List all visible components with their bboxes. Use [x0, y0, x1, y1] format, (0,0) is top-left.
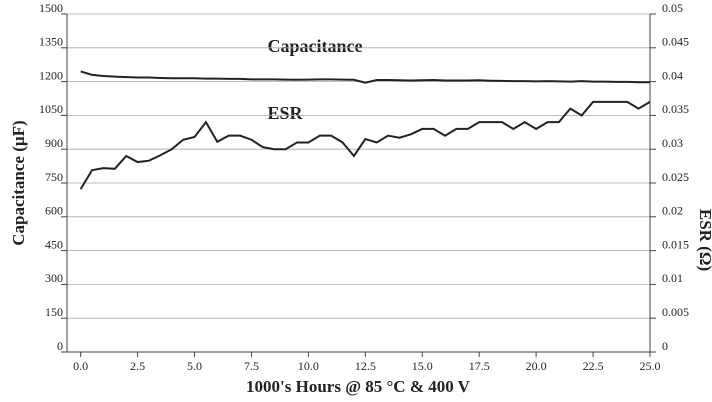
x-tick-label: 20.0: [526, 359, 547, 373]
x-tick-label: 17.5: [469, 359, 490, 373]
y2-tick-label: 0.02: [662, 204, 683, 218]
y-tick-label: 750: [45, 170, 63, 184]
y-tick-label: 1200: [39, 68, 63, 82]
y2-tick-label: 0.035: [662, 102, 689, 116]
x-tick-label: 5.0: [187, 359, 202, 373]
y-tick-label: 1350: [39, 35, 63, 49]
y-tick-label: 150: [45, 305, 63, 319]
y-tick-label: 450: [45, 237, 63, 251]
x-tick-label: 15.0: [412, 359, 433, 373]
y2-axis-label: ESR (Ω): [696, 209, 712, 271]
y2-tick-label: 0.005: [662, 305, 689, 319]
y2-tick-label: 0.03: [662, 136, 683, 150]
y2-tick-label: 0: [662, 339, 668, 353]
y2-tick-label: 0.01: [662, 271, 683, 285]
y-tick-label: 1500: [39, 1, 63, 15]
x-tick-label: 22.5: [583, 359, 604, 373]
y2-tick-label: 0.025: [662, 170, 689, 184]
x-tick-label: 2.5: [130, 359, 145, 373]
x-axis-label: 1000's Hours @ 85 °C & 400 V: [246, 377, 471, 396]
x-tick-label: 0.0: [73, 359, 88, 373]
series-line: [80, 70, 650, 84]
y2-tick-label: 0.015: [662, 237, 689, 251]
y2-tick-label: 0.04: [662, 68, 683, 82]
y-tick-label: 1050: [39, 102, 63, 116]
annotation: ESR: [267, 103, 303, 123]
y-tick-label: 0: [57, 339, 63, 353]
y2-tick-label: 0.045: [662, 35, 689, 49]
y-tick-label: 600: [45, 204, 63, 218]
annotation: Capacitance: [268, 36, 363, 56]
x-tick-label: 12.5: [355, 359, 376, 373]
y2-tick-label: 0.05: [662, 1, 683, 15]
y-tick-label: 900: [45, 136, 63, 150]
x-tick-label: 10.0: [298, 359, 319, 373]
y-tick-label: 300: [45, 271, 63, 285]
y-axis-label: Capacitance (µF): [9, 120, 28, 245]
x-tick-label: 25.0: [640, 359, 661, 373]
x-tick-label: 7.5: [244, 359, 259, 373]
series-line: [79, 100, 651, 190]
